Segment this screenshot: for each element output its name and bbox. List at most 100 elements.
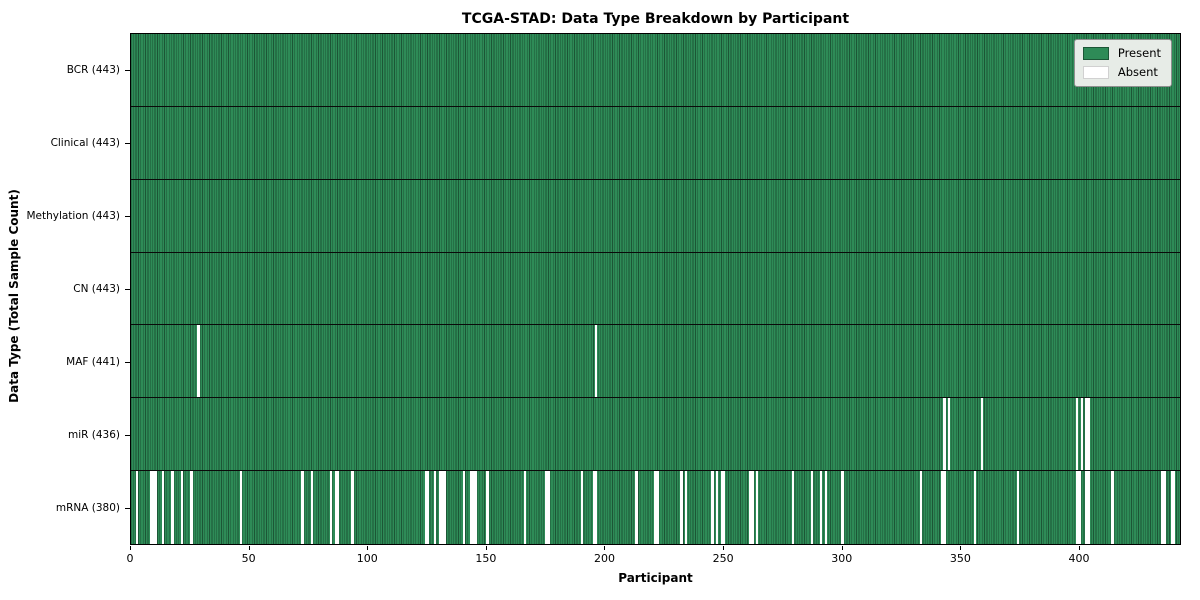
data-type-row-Methylation <box>131 179 1180 253</box>
absent-stripe <box>180 471 184 544</box>
y-tick-mark <box>125 69 130 71</box>
absent-stripe <box>337 471 340 544</box>
absent-stripe <box>426 471 430 544</box>
y-tick-label-mRNA: mRNA (380) <box>55 502 120 515</box>
absent-stripe <box>919 471 922 544</box>
legend-item-absent: Absent <box>1082 65 1161 79</box>
absent-stripe <box>654 471 657 544</box>
absent-stripe <box>680 471 683 544</box>
absent-stripe <box>547 471 551 544</box>
x-tick-label: 200 <box>593 552 615 565</box>
x-tick-mark <box>130 546 131 550</box>
absent-stripe <box>434 471 437 544</box>
absent-stripe <box>310 471 314 544</box>
y-tick-mark <box>125 215 130 217</box>
absent-stripe <box>1085 398 1088 471</box>
chart-title: TCGA-STAD: Data Type Breakdown by Partic… <box>461 11 850 27</box>
data-type-row-mRNA <box>131 471 1180 544</box>
x-tick-label: 300 <box>831 552 853 565</box>
x-tick-mark <box>1078 546 1080 550</box>
absent-stripe <box>1170 471 1173 544</box>
x-tick-mark <box>723 546 725 550</box>
absent-stripe <box>824 471 828 544</box>
legend-absent-label: Absent <box>1117 65 1158 79</box>
y-tick-mark <box>125 508 130 510</box>
absent-stripe <box>471 471 475 544</box>
y-tick-mark <box>125 362 130 364</box>
absent-stripe <box>441 471 444 544</box>
absent-stripe <box>443 471 446 544</box>
data-type-row-BCR <box>131 34 1180 107</box>
absent-stripe <box>438 471 442 544</box>
legend: Present Absent <box>1073 39 1172 87</box>
data-type-row-MAF <box>131 325 1180 399</box>
absent-stripe <box>1075 471 1079 544</box>
absent-stripe <box>1080 398 1083 471</box>
y-tick-label-Clinical: Clinical (443) <box>50 136 120 149</box>
absent-stripe <box>424 471 427 544</box>
x-tick-mark <box>841 546 843 550</box>
y-tick-mark <box>125 142 130 144</box>
absent-stripe <box>943 471 946 544</box>
absent-stripe <box>720 471 723 544</box>
x-tick-label: 0 <box>126 552 134 565</box>
absent-stripe <box>154 471 158 544</box>
x-tick-label: 400 <box>1068 552 1090 565</box>
y-tick-label-CN: CN (443) <box>73 283 120 295</box>
x-tick-label: 350 <box>949 552 971 565</box>
y-tick-label-Methylation: Methylation (443) <box>26 209 120 222</box>
y-tick-label-miR: miR (436) <box>67 429 120 442</box>
absent-stripe <box>545 471 548 544</box>
absent-stripe <box>1085 471 1088 544</box>
absent-stripe <box>820 471 823 544</box>
absent-stripe <box>1016 471 1019 544</box>
y-tick-mark <box>125 289 130 290</box>
absent-stripe <box>580 471 584 544</box>
y-tick-label-MAF: MAF (441) <box>66 356 120 369</box>
absent-stripe <box>1087 398 1090 471</box>
absent-stripe <box>1161 471 1164 544</box>
data-type-row-miR <box>131 398 1180 472</box>
absent-stripe <box>1075 398 1079 471</box>
absent-stripe <box>751 471 754 544</box>
x-axis: 0 50 100 150 200 250 300 350 400 <box>126 545 1181 575</box>
absent-stripe <box>685 471 688 544</box>
absent-stripe <box>135 471 139 544</box>
legend-present-label: Present <box>1117 46 1161 60</box>
absent-stripe <box>749 471 752 544</box>
x-tick-mark <box>604 546 606 550</box>
absent-stripe <box>595 471 598 544</box>
y-axis-label-text: Data Type (Total Sample Count) <box>7 189 21 403</box>
y-axis-label: Data Type (Total Sample Count) <box>7 82 21 403</box>
data-type-row-Clinical <box>131 106 1180 180</box>
absent-stripe <box>1087 471 1090 544</box>
absent-stripe <box>1111 471 1114 544</box>
x-tick-mark <box>367 546 369 550</box>
absent-stripe <box>161 471 165 544</box>
absent-stripe <box>947 398 951 471</box>
absent-stripe <box>152 471 155 544</box>
absent-stripe <box>1172 471 1176 544</box>
absent-stripe <box>973 471 977 544</box>
absent-stripe <box>841 471 844 544</box>
x-tick-mark <box>960 546 962 550</box>
absent-stripe <box>1163 471 1166 544</box>
y-axis: BCR (443) Clinical (443) Methylation (443)… <box>0 0 130 600</box>
absent-stripe <box>474 471 477 544</box>
absent-stripe <box>595 325 598 398</box>
absent-stripe <box>149 471 153 544</box>
absent-stripe <box>940 471 944 544</box>
absent-stripe <box>981 398 984 471</box>
absent-stripe <box>190 471 193 544</box>
legend-item-present: Present <box>1082 46 1161 60</box>
absent-stripe <box>722 471 726 544</box>
absent-stripe <box>756 471 759 544</box>
absent-stripe <box>810 471 813 544</box>
y-tick-mark <box>125 435 130 437</box>
absent-stripe <box>301 471 304 544</box>
x-tick-label: 50 <box>241 552 256 565</box>
x-tick-mark <box>485 546 487 550</box>
x-tick-label: 100 <box>356 552 378 565</box>
y-tick-label-BCR: BCR (443) <box>66 63 120 76</box>
